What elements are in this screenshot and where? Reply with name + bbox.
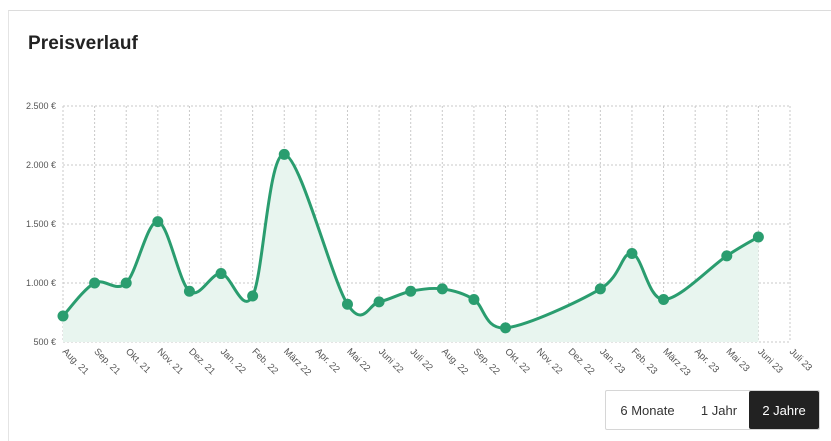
x-tick-label: Juni 22 <box>376 346 405 375</box>
x-axis-ticks: Aug. 21 Sep. 21 Okt. 21 Nov. 21 Dez. 21 Jan. … <box>60 346 814 378</box>
x-tick-label: Juli 22 <box>408 346 435 373</box>
x-tick-label: Juni 23 <box>755 346 784 375</box>
x-tick-label: Aug. 22 <box>439 346 470 377</box>
x-tick-label: Aug. 21 <box>60 346 91 377</box>
data-point[interactable] <box>89 277 101 289</box>
data-point[interactable] <box>468 294 480 306</box>
data-point[interactable] <box>626 248 638 259</box>
x-tick-label: Jan. 23 <box>597 346 627 376</box>
y-tick-label: 2.000 € <box>26 160 56 170</box>
data-point[interactable] <box>120 277 132 289</box>
x-tick-label: Okt. 21 <box>123 346 152 375</box>
data-point[interactable] <box>658 294 670 306</box>
range-1-year-button[interactable]: 1 Jahr <box>700 402 738 418</box>
data-point[interactable] <box>278 148 290 160</box>
range-2-years-button[interactable]: 2 Jahre <box>749 391 819 429</box>
data-point[interactable] <box>247 290 259 302</box>
x-tick-label: Okt. 22 <box>502 346 531 375</box>
data-point[interactable] <box>152 216 164 228</box>
x-tick-label: Sep. 21 <box>91 346 122 377</box>
x-tick-label: Apr. 22 <box>313 346 342 375</box>
data-point[interactable] <box>405 285 417 297</box>
x-tick-label: Dez. 22 <box>566 346 597 377</box>
data-points <box>57 148 764 334</box>
price-history-card <box>8 10 831 441</box>
x-tick-label: Sep. 22 <box>471 346 502 377</box>
time-range-selector: 6 Monate 1 Jahr 2 Jahre <box>605 390 820 430</box>
x-tick-label: Jan. 22 <box>218 346 248 376</box>
y-tick-label: 500 € <box>33 337 56 347</box>
x-tick-label: Juli 23 <box>787 346 814 373</box>
x-tick-label: Mai 23 <box>724 346 752 374</box>
y-tick-label: 1.000 € <box>26 278 56 288</box>
x-tick-label: Nov. 21 <box>155 346 185 376</box>
data-point[interactable] <box>341 298 353 310</box>
y-tick-label: 2.500 € <box>26 101 56 111</box>
x-tick-label: Feb. 23 <box>629 346 660 377</box>
data-point[interactable] <box>721 250 733 262</box>
x-tick-label: Nov. 22 <box>534 346 564 376</box>
x-tick-label: Apr. 23 <box>692 346 721 375</box>
area-fill <box>63 154 759 342</box>
data-point[interactable] <box>373 296 385 308</box>
x-tick-label: Dez. 21 <box>186 346 217 377</box>
y-tick-label: 1.500 € <box>26 219 56 229</box>
x-tick-label: März 23 <box>660 346 692 378</box>
data-point[interactable] <box>594 283 606 295</box>
data-point[interactable] <box>752 231 764 243</box>
y-axis-ticks: 500 € 1.000 € 1.500 € 2.000 € 2.500 € <box>26 101 56 347</box>
data-point[interactable] <box>500 322 512 334</box>
data-point[interactable] <box>57 310 69 322</box>
data-point[interactable] <box>183 285 195 297</box>
area-fill-path <box>63 154 759 342</box>
chart-title: Preisverlauf <box>28 33 138 54</box>
x-tick-label: März 22 <box>281 346 313 378</box>
range-6-months-button[interactable]: 6 Monate <box>620 402 675 418</box>
data-point[interactable] <box>215 268 227 280</box>
x-tick-label: Feb. 22 <box>250 346 281 377</box>
data-point[interactable] <box>436 283 448 295</box>
x-tick-label: Mai 22 <box>344 346 372 374</box>
